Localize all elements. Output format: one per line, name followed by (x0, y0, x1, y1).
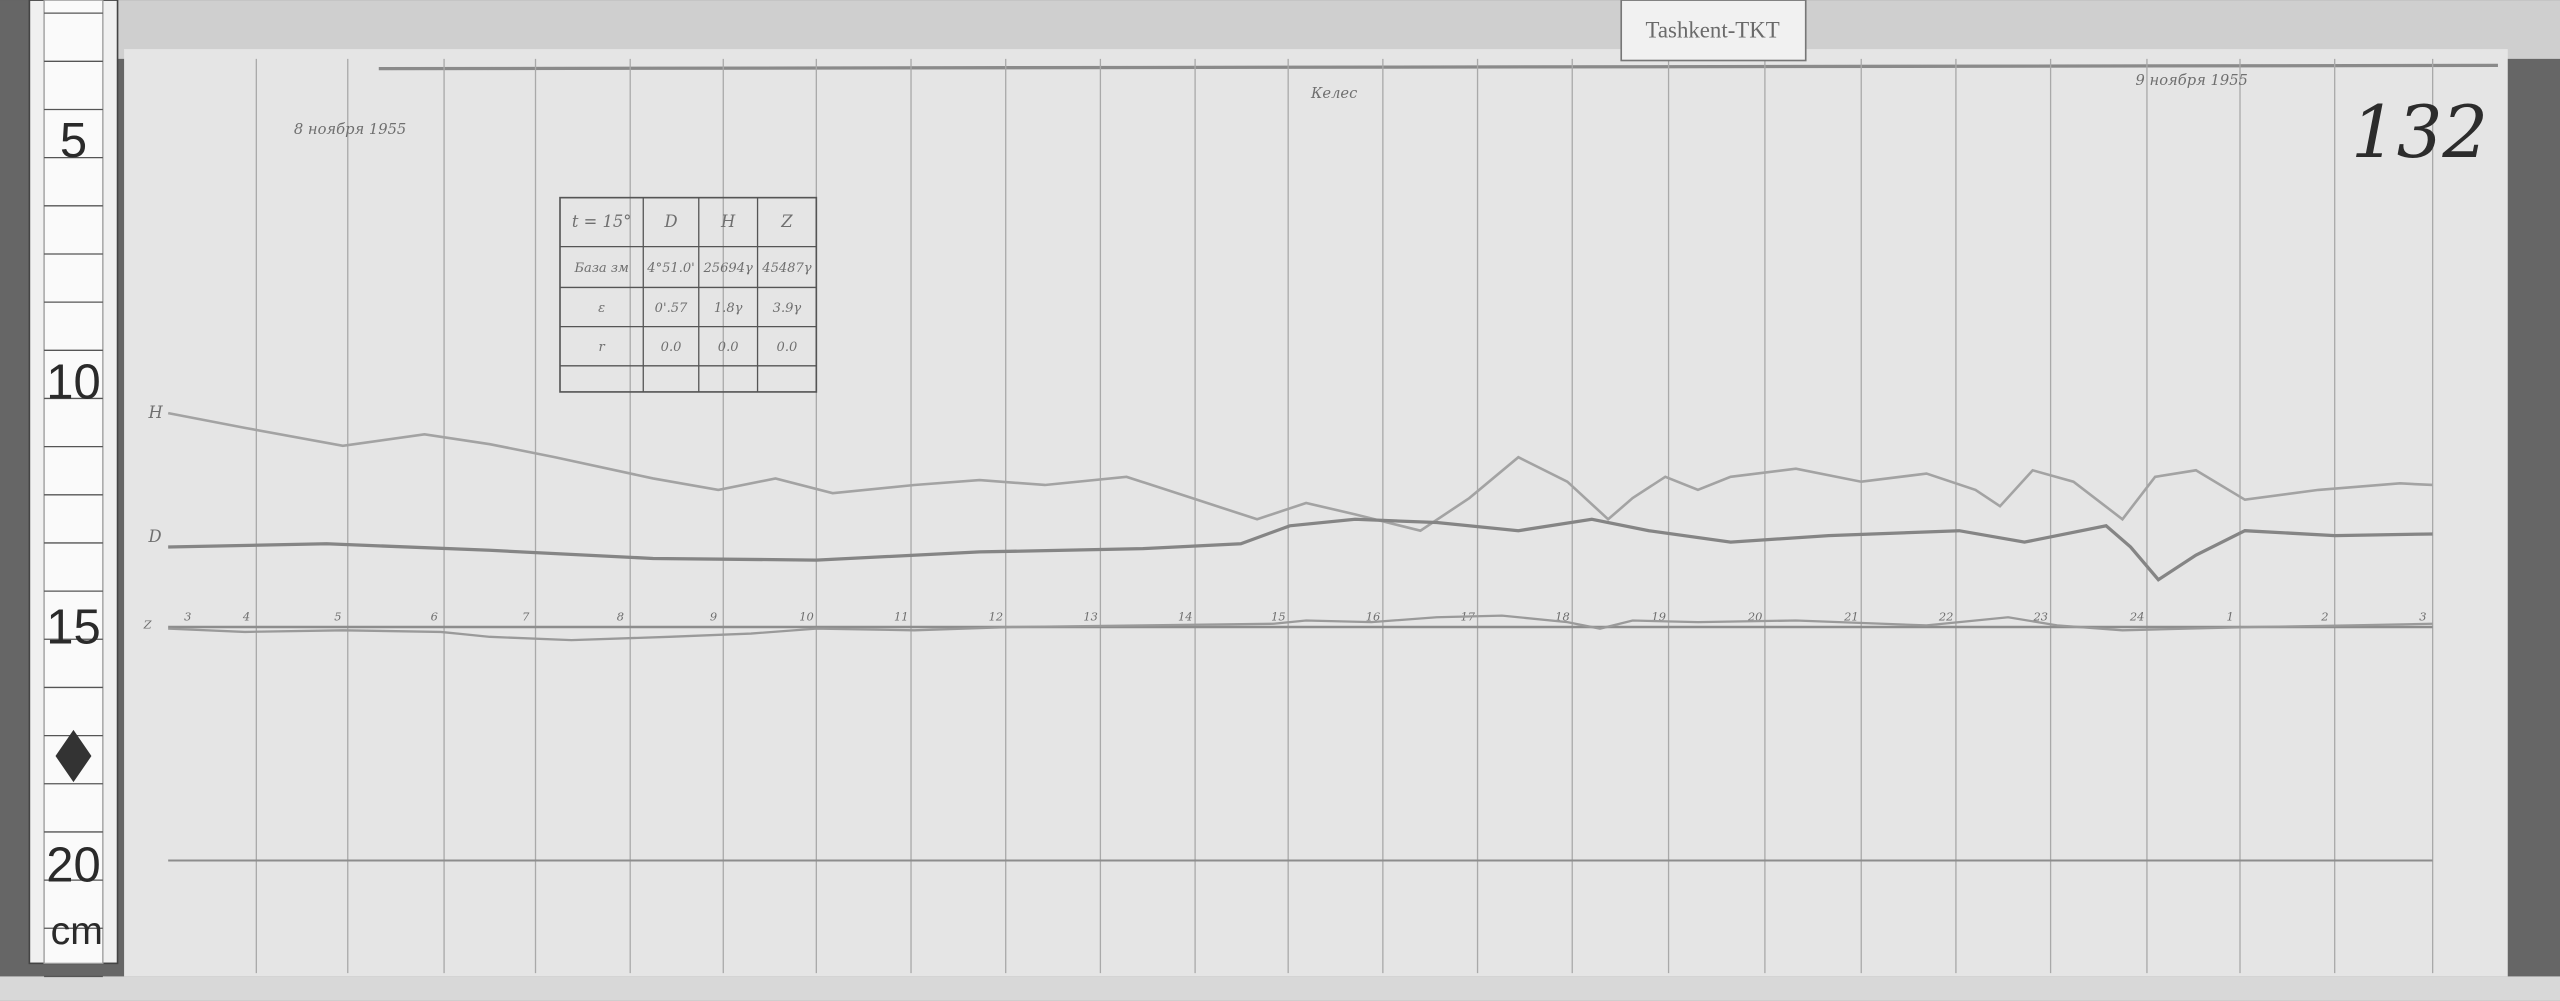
hour-label: 3 (184, 610, 191, 624)
hour-label: 3 (2419, 610, 2426, 624)
table-cell: 1.8γ (714, 301, 743, 316)
paper-top-edge (378, 63, 2498, 71)
hour-label: 5 (334, 610, 341, 624)
hour-label: 21 (1843, 610, 1859, 624)
table-cell: 0.0 (718, 340, 739, 355)
ruler: 5 10 15 20 cm (28, 0, 119, 978)
d-trace-label: D (148, 527, 162, 546)
h-trace-label: Н (148, 403, 164, 422)
z-trace-label: Z (143, 618, 153, 632)
baseline-table: t = 15° D H Z База зм 4°51.0' 25694γ 45487γ ε 0'.… (559, 196, 818, 393)
hour-label: 16 (1366, 610, 1381, 624)
table-cell: 0.0 (777, 340, 798, 355)
table-header-cell: Z (780, 212, 793, 231)
hour-label: 13 (1083, 610, 1098, 624)
hour-label: 18 (1555, 610, 1570, 624)
ruler-unit: cm (51, 910, 103, 953)
hour-label: 7 (522, 610, 530, 624)
hour-label: 15 (1271, 610, 1286, 624)
hour-label: 1 (2227, 610, 2234, 624)
ruler-mark-10: 10 (46, 355, 100, 409)
table-cell: ε (598, 301, 605, 316)
station-tag: Tashkent-TKT (1646, 18, 1780, 43)
date-start: 8 ноября 1955 (294, 121, 406, 138)
ruler-diamond-icon (55, 729, 92, 783)
hour-label: 9 (710, 610, 717, 624)
table-cell: 0'.57 (655, 301, 688, 316)
d-trace (168, 517, 2433, 582)
hour-label: 14 (1178, 610, 1193, 624)
hour-label: 8 (617, 610, 624, 624)
hour-label: 6 (431, 610, 438, 624)
date-end: 9 ноября 1955 (2136, 72, 2248, 89)
paper-sheet (124, 49, 2508, 977)
z-trace (168, 614, 2433, 642)
table-header-cell: D (663, 212, 677, 231)
table-border (559, 196, 818, 393)
table-cell: 25694γ (703, 261, 754, 276)
location-note: Келес (1310, 85, 1357, 102)
station-tag-card (1620, 0, 1807, 62)
ruler-mark-20: 20 (46, 839, 100, 893)
table-cell: 0.0 (661, 340, 682, 355)
hour-label: 4 (242, 610, 250, 624)
hour-label: 24 (2129, 610, 2145, 624)
table-cell: База зм (573, 261, 628, 276)
hour-label: 11 (894, 610, 909, 624)
table-cell: r (599, 340, 606, 355)
hour-label: 23 (2033, 610, 2049, 624)
table-header-cell: H (720, 212, 736, 231)
hour-label: 12 (989, 610, 1004, 624)
hour-grid (255, 58, 2434, 974)
table-cell: 45487γ (761, 261, 812, 276)
ruler-mark-5: 5 (60, 114, 87, 168)
table-cell: 4°51.0' (646, 261, 694, 276)
bottom-strip (0, 976, 2560, 1001)
hour-label: 2 (2320, 610, 2328, 624)
table-header-cell: t = 15° (572, 212, 632, 231)
hour-labels: 3 4 5 6 7 8 9 10 11 12 13 14 15 16 17 18 19 20 21 22 23 24 1 2 3 (184, 610, 2426, 624)
table-cell: 3.9γ (773, 301, 802, 316)
h-trace (167, 411, 2433, 533)
ruler-mark-15: 15 (46, 600, 100, 654)
hour-label: 22 (1938, 610, 1954, 624)
hour-label: 10 (799, 610, 814, 624)
sheet-number: 132 (2351, 90, 2488, 174)
